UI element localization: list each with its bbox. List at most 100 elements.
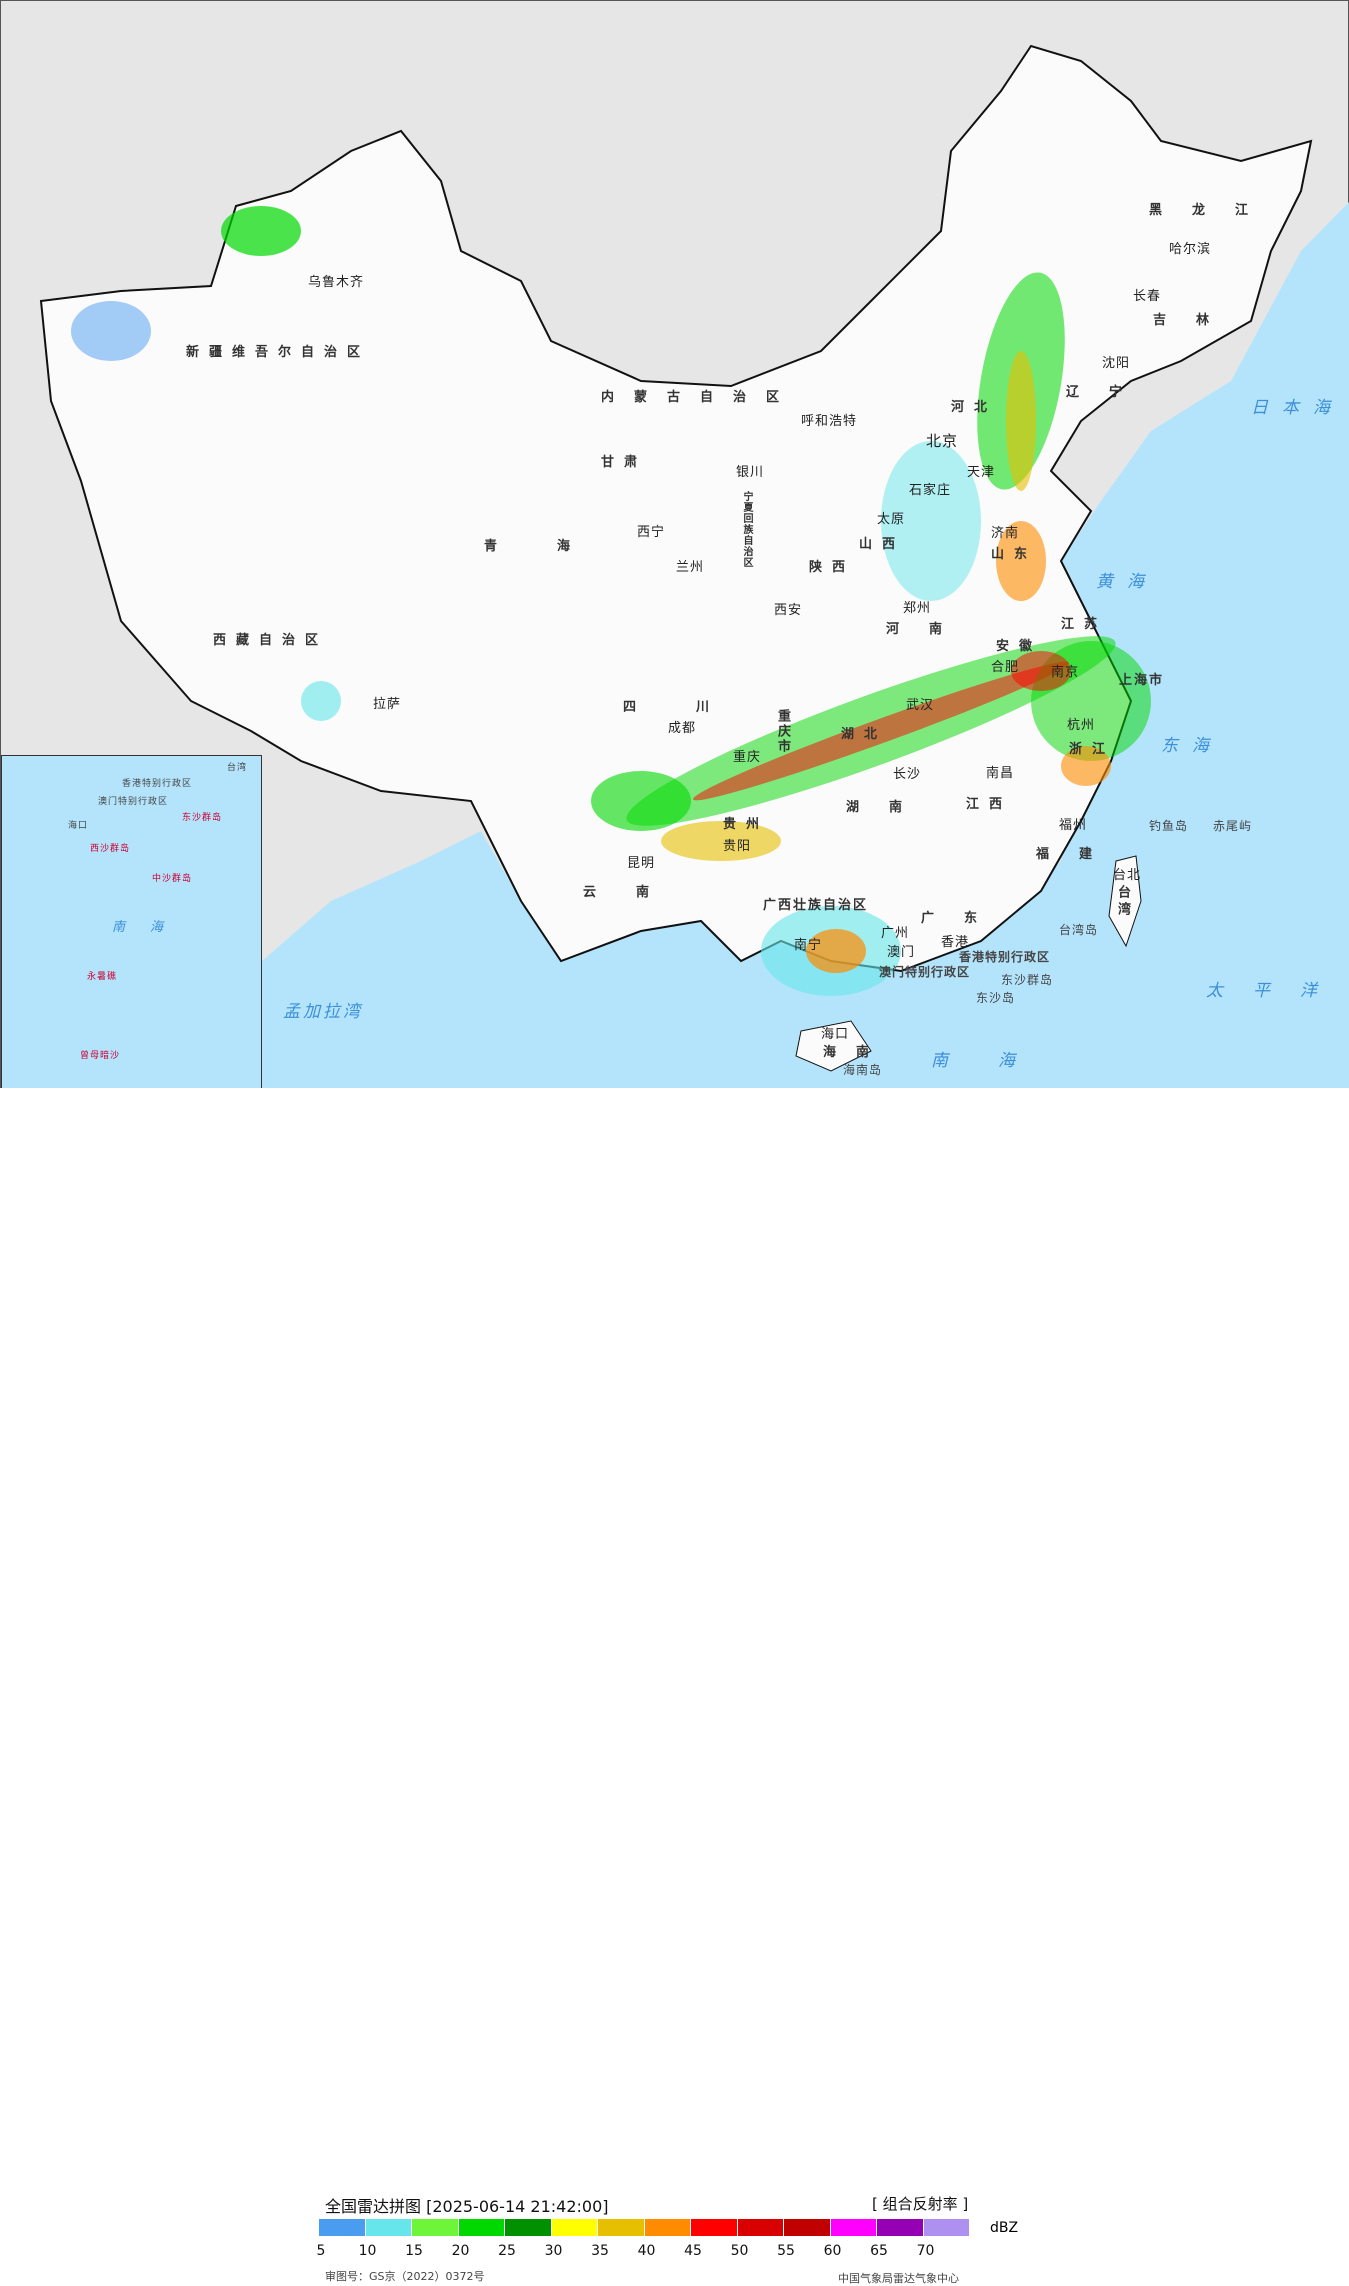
province-label: 湖南 [846, 800, 933, 815]
organization: 中国气象局雷达气象中心 [838, 2272, 959, 2285]
province-label: 黑龙江 [1149, 203, 1279, 218]
province-label: 四川 [623, 700, 770, 715]
province-label: 吉林 [1153, 313, 1240, 328]
sea-label: 黄海 [1096, 572, 1158, 592]
radar-echoes [71, 206, 1151, 996]
scale-tick: 25 [498, 2243, 516, 2259]
scale-tick: 5 [316, 2243, 326, 2259]
island-label: 台湾岛 [1059, 923, 1099, 937]
province-label: 海南 [823, 1045, 890, 1060]
province-label: 宁夏回族自治区 [741, 491, 752, 568]
color-swatch [598, 2219, 645, 2236]
sea-label: 孟加拉湾 [283, 1002, 363, 1022]
city-label: 哈尔滨 [1169, 242, 1212, 257]
sea-label: 南海 [931, 1051, 1065, 1071]
inset-label: 香港特别行政区 [122, 779, 193, 789]
city-label: 银川 [736, 465, 765, 480]
island-label: 海南岛 [843, 1063, 883, 1077]
color-swatch [458, 2219, 505, 2236]
scale-tick: 65 [870, 2243, 888, 2259]
color-swatch [319, 2219, 366, 2236]
color-swatch [737, 2219, 784, 2236]
city-label: 太原 [877, 512, 906, 527]
province-label: 新疆维吾尔自治区 [186, 345, 371, 360]
color-swatch [877, 2219, 924, 2236]
scale-tick: 10 [358, 2243, 377, 2259]
city-label: 乌鲁木齐 [308, 275, 365, 290]
province-label: 浙江 [1069, 742, 1116, 757]
scale-tick: 40 [637, 2243, 656, 2259]
city-label: 香港 [941, 935, 970, 950]
inset-label: 台湾 [227, 763, 248, 773]
province-label: 山东 [991, 547, 1038, 562]
scale-tick: 50 [730, 2243, 749, 2259]
province-label: 江西 [966, 797, 1013, 812]
province-label: 内蒙古自治区 [601, 390, 800, 405]
map-base [39, 44, 1349, 1089]
province-label: 陕西 [809, 560, 856, 575]
sea-west [262, 831, 561, 1089]
color-scale [319, 2219, 970, 2236]
city-label: 呼和浩特 [801, 414, 858, 429]
city-label: 贵阳 [723, 839, 752, 854]
scale-tick: 60 [823, 2243, 842, 2259]
color-swatch [691, 2219, 738, 2236]
island-label: 钓鱼岛 [1149, 819, 1189, 833]
province-label: 江苏 [1061, 617, 1108, 632]
province-label: 台湾 [1115, 885, 1130, 919]
color-swatch [412, 2219, 459, 2236]
approval-number: 审图号：GS京（2022）0372号 [325, 2270, 485, 2283]
island-label: 澳门特别行政区 [879, 965, 971, 979]
province-label: 山西 [859, 537, 906, 552]
color-swatch [830, 2219, 877, 2236]
sea-label: 太平洋 [1206, 981, 1347, 1001]
inset-label: 中沙群岛 [152, 874, 193, 884]
city-label: 杭州 [1067, 718, 1096, 733]
legend-title: 全国雷达拼图 [2025-06-14 21:42:00] [325, 2197, 609, 2216]
province-label: 湖北 [841, 727, 888, 742]
china-land [39, 44, 1313, 973]
scale-tick: 15 [405, 2243, 423, 2259]
province-label: 上海市 [1119, 673, 1165, 688]
taiwan [1108, 855, 1142, 948]
scale-tick: 20 [451, 2243, 470, 2259]
city-label: 重庆 [733, 750, 762, 765]
inset-label: 南海 [112, 920, 189, 935]
city-label: 西宁 [637, 525, 666, 540]
province-label: 河北 [951, 400, 998, 415]
product-name: [ 组合反射率 ] [872, 2195, 969, 2213]
unit-label: dBZ [990, 2220, 1019, 2236]
province-label: 福建 [1036, 847, 1123, 862]
color-swatch [923, 2219, 970, 2236]
island-label: 东沙岛 [976, 991, 1016, 1005]
radar-map[interactable]: 新疆维吾尔自治区 西藏自治区 青海 甘肃 内蒙古自治区 四川 云南 广西壮族自治… [0, 0, 1349, 1089]
legend-panel: 全国雷达拼图 [2025-06-14 21:42:00] [ 组合反射率 ] d… [0, 1088, 1349, 2285]
province-label: 安徽 [996, 639, 1043, 654]
city-label: 郑州 [903, 601, 932, 616]
province-label: 云南 [583, 885, 690, 900]
province-label: 广东 [921, 911, 1008, 926]
city-label: 武汉 [906, 698, 935, 713]
province-label: 辽宁 [1066, 385, 1153, 400]
province-label: 甘肃 [601, 455, 648, 470]
city-label: 澳门 [887, 945, 916, 960]
city-label: 南京 [1051, 665, 1080, 680]
island-label: 赤尾屿 [1213, 819, 1253, 833]
city-label: 福州 [1059, 818, 1088, 833]
island-label: 香港特别行政区 [959, 950, 1051, 964]
city-label: 南宁 [794, 938, 823, 953]
province-label: 青海 [484, 539, 631, 554]
city-label: 南昌 [986, 766, 1015, 781]
sea [561, 202, 1349, 1089]
city-label: 成都 [668, 721, 697, 736]
color-swatch [505, 2219, 552, 2236]
inset-label: 永暑礁 [87, 972, 118, 982]
color-swatch [551, 2219, 598, 2236]
sea-label: 东海 [1161, 736, 1223, 756]
inset-label: 西沙群岛 [90, 844, 131, 854]
inset-label: 海口 [68, 821, 89, 831]
city-label: 拉萨 [373, 697, 402, 712]
city-label: 长沙 [893, 767, 922, 782]
city-label: 沈阳 [1102, 356, 1131, 371]
inset-label: 东沙群岛 [182, 813, 223, 823]
